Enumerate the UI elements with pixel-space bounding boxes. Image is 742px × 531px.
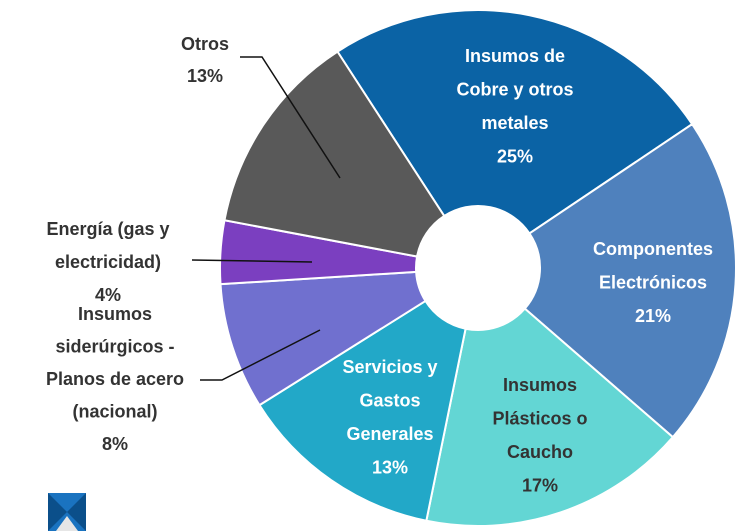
value-label: 4% [95,285,121,305]
slice-label: Insumos [78,304,152,324]
leader-line [191,259,313,263]
slice-label: Insumos de [465,46,565,66]
slice [425,307,675,528]
slice-label: Energía (gas y [46,219,169,239]
slice-label: electricidad) [55,252,161,272]
slice-label: Gastos [359,390,420,410]
slice-label: Insumos [503,375,577,395]
slice-label: Generales [346,424,433,444]
slice-label: Electrónicos [599,272,707,292]
slice [523,122,737,439]
slice [219,270,427,407]
slice-label: Caucho [507,442,573,462]
logo [48,493,86,531]
value-label: 25% [497,146,533,166]
value-label: 21% [635,306,671,326]
slice-label: Otros [181,34,229,54]
slice-label: siderúrgicos - [55,336,174,356]
slice-label: Componentes [593,239,713,259]
slice [336,9,694,235]
slice-label: Servicios y [342,357,437,377]
value-label: 13% [372,457,408,477]
slice-label: (nacional) [72,401,157,421]
slice [258,299,467,522]
slice-label: Planos de acero [46,369,184,389]
value-label: 13% [187,66,223,86]
slice-label: metales [481,113,548,133]
leader-line [240,56,341,179]
slices [219,9,737,528]
labels: Insumos de Cobre y otros metales 25% Compone… [46,34,713,496]
slice-label: Plásticos o [492,408,587,428]
slice-label: Cobre y otros [456,79,573,99]
value-label: 17% [522,475,558,495]
slice [223,50,446,258]
leader-line [200,329,321,381]
value-label: 8% [102,434,128,454]
